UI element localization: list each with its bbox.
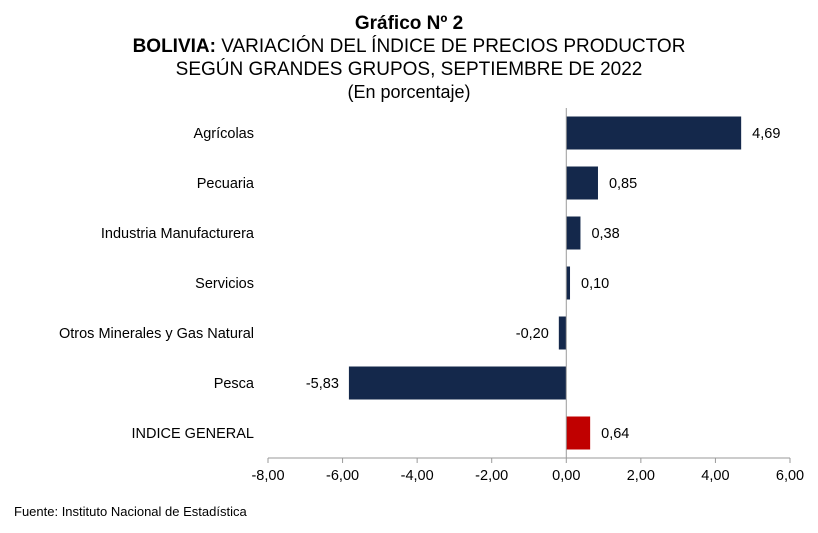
chart-subtitle-country: BOLIVIA: [132,36,216,57]
chart-units: (En porcentaje) [347,82,471,102]
bar-2 [566,216,581,250]
x-tick-label: -2,00 [475,468,508,484]
x-tick-label: 6,00 [776,468,804,484]
data-label: 4,69 [752,126,780,142]
x-tick-label: -6,00 [326,468,359,484]
x-tick-label: 2,00 [627,468,655,484]
category-label: Industria Manufacturera [101,226,255,242]
data-label: -5,83 [306,376,339,392]
bar-4 [558,316,567,350]
data-label: 0,10 [581,276,609,292]
x-tick-label: 4,00 [701,468,729,484]
x-tick-label: 0,00 [552,468,580,484]
chart-subtitle-text: VARIACIÓN DEL ÍNDICE DE PRECIOS PRODUCTO… [215,36,686,57]
chart-title-block: Gráfico Nº 2 BOLIVIA: VARIACIÓN DEL ÍNDI… [0,12,818,104]
data-label: 0,38 [591,226,619,242]
bar-6 [566,416,591,450]
category-label: INDICE GENERAL [132,426,254,442]
x-tick-label: -4,00 [401,468,434,484]
category-label: Otros Minerales y Gas Natural [59,326,254,342]
data-label: 0,85 [609,176,637,192]
category-label: Pesca [214,376,255,392]
bar-1 [566,166,598,200]
data-label: -0,20 [516,326,549,342]
category-label: Servicios [195,276,254,292]
chart-subtitle-period: SEGÚN GRANDES GRUPOS, SEPTIEMBRE DE 2022 [175,59,643,80]
source-note: Fuente: Instituto Nacional de Estadístic… [14,504,247,519]
category-label: Agrícolas [194,126,254,142]
x-tick-label: -8,00 [251,468,284,484]
bar-0 [566,116,742,150]
chart-title: Gráfico Nº 2 [354,13,464,34]
data-label: 0,64 [601,426,629,442]
category-label: Pecuaria [197,176,255,192]
bar-3 [566,266,571,300]
bar-5 [348,366,567,400]
chart-subtitle: BOLIVIA: VARIACIÓN DEL ÍNDICE DE PRECIOS… [0,35,818,58]
